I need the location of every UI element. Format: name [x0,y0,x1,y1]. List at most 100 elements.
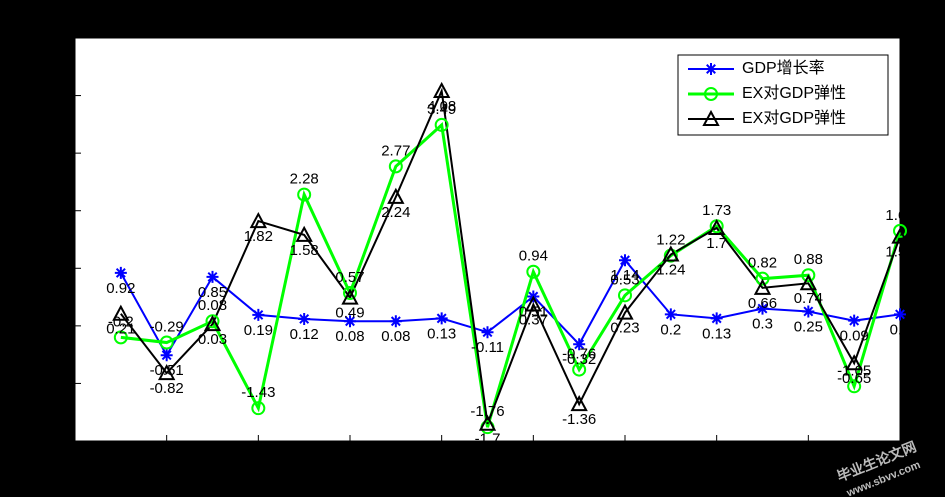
marker [432,81,451,98]
marker [295,225,313,242]
legend-label: EX对GDP弹性 [742,109,846,127]
data-label: 0.51 [519,303,548,320]
data-label: 0.37 [519,312,548,329]
data-label: 0.57 [335,269,364,286]
data-label: 0.94 [519,248,548,265]
marker [481,326,494,339]
data-label: -0.32 [562,351,596,368]
marker [251,401,266,416]
data-label: 0.08 [198,297,227,314]
data-label: -1.7 [475,431,501,448]
marker [526,264,541,279]
data-label: -0.51 [150,362,184,379]
marker [160,349,173,362]
data-label: 2.77 [381,142,410,159]
data-label: 0.09 [840,328,869,345]
marker [802,305,815,318]
marker [435,312,448,325]
marker [203,315,222,332]
data-label: -0.76 [562,346,596,363]
data-label: 2.24 [381,204,410,221]
data-label: 0.2 [890,321,911,338]
marker [298,312,311,325]
data-label: 0.08 [381,328,410,345]
data-label: 0.23 [610,320,639,337]
marker [663,248,678,263]
data-label: -0.2 [108,313,134,330]
data-label: 2.28 [290,171,319,188]
data-label: 0.2 [660,321,681,338]
marker [618,288,632,303]
data-label: 1.7 [706,235,727,252]
data-label: 0.21 [106,321,135,338]
marker [524,295,543,312]
marker [157,363,176,381]
marker [702,109,720,126]
marker [710,312,723,325]
data-label: 0.08 [335,328,364,345]
series-line [120,87,901,425]
data-label: -1.05 [837,362,871,379]
marker [894,308,906,321]
marker [570,395,588,412]
legend-label: EX对GDP弹性 [742,84,846,102]
data-label: -1.43 [241,384,275,401]
marker [112,304,130,321]
marker [344,315,356,328]
data-label: 0.49 [335,305,364,322]
marker [664,308,677,321]
data-label: 1.24 [656,261,685,278]
data-label: 1.82 [244,228,273,245]
marker [573,338,586,351]
data-label: 0.82 [748,255,777,272]
data-label: 0.19 [244,322,273,339]
data-label: -1.36 [562,411,596,428]
marker [891,227,909,244]
marker [478,414,497,431]
data-label: -0.29 [150,319,184,336]
data-label: 0.25 [794,318,823,335]
marker [707,218,726,235]
data-label: 0.3 [752,316,773,333]
marker [252,308,265,321]
marker [845,354,863,371]
marker [434,117,449,132]
legend-label: GDP增长率 [742,59,825,77]
marker [756,302,769,315]
data-label: 1.58 [290,242,319,259]
marker [705,63,717,75]
data-label: -0.11 [471,339,504,356]
marker [572,362,587,377]
marker [848,314,861,327]
data-label: -0.82 [150,380,184,397]
marker [847,379,862,394]
marker [801,268,816,283]
data-label: -1.76 [470,403,504,420]
data-label: -0.65 [837,370,871,387]
marker [249,211,268,229]
data-label: 4.08 [427,98,456,115]
marker [341,288,359,305]
marker [113,330,128,345]
data-label: 1.55 [885,244,914,261]
series-line [119,258,901,358]
marker [616,303,634,320]
marker [343,286,357,301]
data-label: 1.73 [702,202,731,219]
data-label: 0.12 [290,326,319,343]
marker [297,187,312,202]
data-label: 0.13 [427,325,456,342]
legend: GDP增长率 EX对GDP弹性 EX对GDP弹性 [677,54,889,136]
data-label: 0.74 [794,290,823,307]
marker [893,223,907,238]
marker [387,187,405,204]
data-label: 0.13 [702,325,731,342]
data-label: 1.22 [656,232,685,249]
marker [704,87,718,101]
watermark: 毕业生论文网 www.sbvv.com [835,438,923,497]
marker [619,254,631,267]
marker [159,335,174,350]
marker [389,315,402,328]
